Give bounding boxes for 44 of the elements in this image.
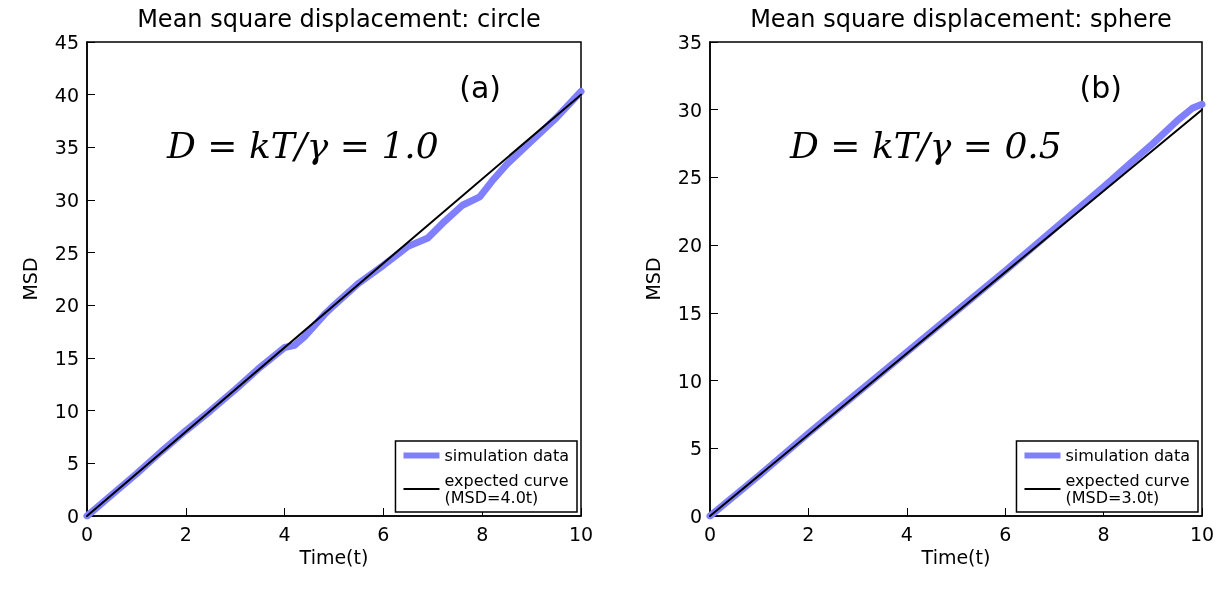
- y-tick-label: 5: [66, 452, 79, 475]
- y-tick-label: 40: [54, 83, 79, 106]
- x-tick-label: 4: [278, 522, 291, 545]
- annotation: (b): [1079, 69, 1122, 105]
- y-tick-label: 5: [689, 437, 702, 460]
- y-tick-label: 10: [677, 369, 702, 392]
- y-axis-title: MSD: [18, 257, 41, 301]
- y-tick-label: 15: [54, 347, 79, 369]
- x-tick-label: 0: [80, 522, 94, 545]
- x-tick-label: 10: [1189, 522, 1215, 545]
- y-tick-label: 45: [54, 31, 79, 53]
- x-tick-label: 8: [1097, 522, 1110, 545]
- legend-label: simulation data: [1065, 446, 1190, 465]
- y-tick-label: 25: [54, 241, 79, 264]
- y-tick-label: 10: [54, 399, 79, 422]
- legend-label: expected curve (MSD=4.0t): [444, 471, 569, 507]
- chart-title: Mean square displacement: sphere: [750, 5, 1172, 33]
- legend-label: expected curve (MSD=3.0t): [1065, 471, 1190, 507]
- x-axis-title: Time(t): [298, 546, 369, 569]
- chart-title: Mean square displacement: circle: [137, 5, 541, 33]
- y-tick-label: 25: [677, 166, 702, 189]
- y-tick-label: 20: [677, 234, 702, 257]
- y-tick-label: 15: [677, 301, 702, 324]
- x-tick-label: 6: [377, 522, 390, 545]
- x-tick-label: 6: [999, 522, 1012, 545]
- annotation: (a): [459, 69, 501, 105]
- x-tick-label: 10: [568, 522, 594, 545]
- y-axis-title: MSD: [641, 257, 664, 301]
- y-tick-label: 20: [54, 294, 79, 317]
- y-tick-label: 30: [677, 98, 702, 121]
- x-tick-label: 8: [476, 522, 489, 545]
- x-tick-label: 4: [900, 522, 913, 545]
- y-tick-label: 0: [66, 505, 79, 527]
- y-tick-label: 35: [677, 31, 702, 53]
- y-tick-label: 30: [54, 189, 79, 211]
- y-tick-label: 35: [54, 136, 79, 159]
- legend-label: simulation data: [444, 446, 569, 465]
- x-tick-label: 0: [703, 522, 717, 545]
- x-axis-title: Time(t): [920, 546, 991, 569]
- annotation: D = kT/γ = 0.5: [789, 124, 1062, 166]
- x-tick-label: 2: [802, 522, 815, 545]
- annotation: D = kT/γ = 1.0: [166, 124, 439, 166]
- y-tick-label: 0: [689, 505, 702, 527]
- x-tick-label: 2: [179, 522, 192, 545]
